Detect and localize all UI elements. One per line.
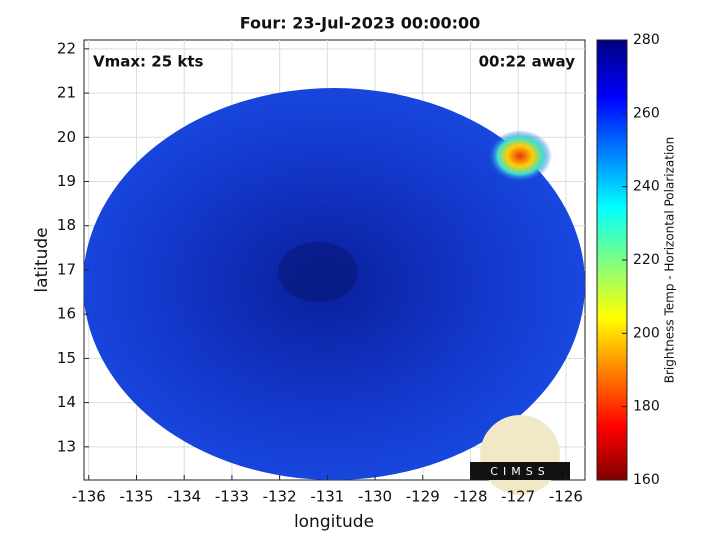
- colorbar-tick-label: 180: [633, 399, 660, 415]
- annotation: 00:22 away: [479, 53, 576, 71]
- colorbar-tick-label: 240: [633, 179, 660, 195]
- y-tick-label: 19: [57, 172, 76, 190]
- x-tick-label: -130: [358, 488, 392, 506]
- x-axis-label: longitude: [294, 512, 374, 532]
- y-tick-label: 17: [57, 260, 76, 278]
- y-tick-label: 16: [57, 305, 76, 323]
- colorbar-tick-label: 200: [633, 325, 660, 341]
- x-tick-label: -132: [263, 488, 297, 506]
- y-tick-label: 18: [57, 216, 76, 234]
- satellite-image: [84, 88, 585, 480]
- x-tick-label: -131: [310, 488, 344, 506]
- y-tick-label: 15: [57, 349, 76, 367]
- chart-title: Four: 23-Jul-2023 00:00:00: [240, 14, 481, 33]
- x-tick-label: -136: [72, 488, 106, 506]
- x-tick-label: -133: [215, 488, 249, 506]
- y-tick-label: 13: [57, 437, 76, 455]
- colorbar-tick-label: 280: [633, 32, 660, 48]
- y-tick-label: 20: [57, 128, 76, 146]
- colorbar-tick-label: 260: [633, 105, 660, 121]
- colorbar-tick-label: 220: [633, 252, 660, 268]
- x-tick-label: -127: [501, 488, 535, 506]
- logo-text: CIMSS: [490, 465, 549, 478]
- x-tick-label: -135: [119, 488, 153, 506]
- y-tick-label: 14: [57, 393, 76, 411]
- x-tick-label: -128: [453, 488, 487, 506]
- colorbar-label: Brightness Temp - Horizontal Polarizatio…: [663, 137, 677, 384]
- y-axis-label: latitude: [32, 227, 52, 292]
- x-tick-label: -126: [549, 488, 583, 506]
- y-tick-label: 22: [57, 39, 76, 57]
- x-tick-label: -134: [167, 488, 201, 506]
- colorbar-tick-label: 160: [633, 472, 660, 488]
- x-tick-label: -129: [406, 488, 440, 506]
- annotation: Vmax: 25 kts: [93, 53, 203, 71]
- logo: CIMSS: [470, 415, 570, 495]
- y-tick-label: 21: [57, 84, 76, 102]
